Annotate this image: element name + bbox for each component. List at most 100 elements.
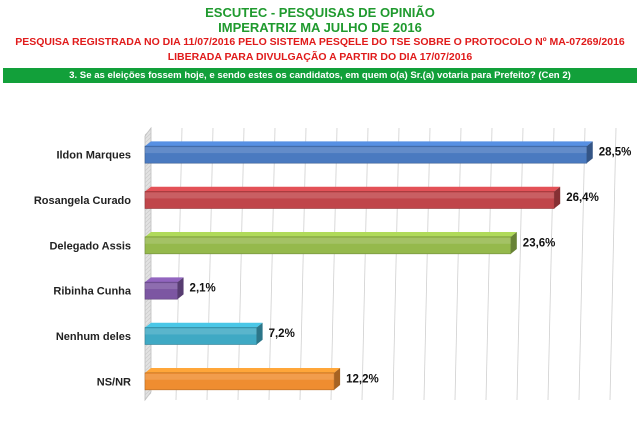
gridline: [268, 127, 276, 401]
bar-front-face: [144, 236, 512, 255]
category-label: Ildon Marques: [56, 150, 131, 162]
bar: [144, 277, 184, 300]
gridline: [299, 127, 307, 401]
category-label: NS/NR: [97, 376, 131, 388]
bar-end-face: [256, 322, 263, 345]
category-label: Ribinha Cunha: [53, 286, 131, 298]
chart-gridlines: [175, 127, 617, 401]
wall-hatch: [144, 272, 152, 280]
wall-hatch: [144, 300, 152, 308]
wall-hatch: [144, 316, 152, 324]
wall-hatch: [144, 172, 152, 180]
wall-hatch: [144, 268, 152, 276]
bar: [144, 232, 517, 255]
registration-note: PESQUISA REGISTRADA NO DIA 11/07/2016 PE…: [15, 36, 625, 48]
gridline: [609, 127, 617, 401]
bar: [144, 186, 561, 209]
gridline: [485, 127, 493, 401]
wall-hatch: [144, 136, 152, 144]
chart-category-labels: Ildon Marques Rosangela Curado Delegado As…: [34, 150, 132, 389]
value-label: 7,2%: [269, 328, 295, 340]
category-label: Nenhum deles: [56, 331, 131, 343]
wall-hatch: [144, 216, 152, 224]
bar-front-face: [144, 191, 555, 209]
wall-hatch: [144, 312, 152, 320]
wall-hatch: [144, 168, 152, 176]
bar-top-face: [145, 277, 184, 283]
bar-front-face: [144, 281, 178, 300]
bar-end-face: [586, 141, 593, 164]
wall-hatch: [144, 224, 152, 232]
value-label: 23,6%: [523, 237, 556, 249]
gridline: [423, 127, 431, 401]
value-label: 28,5%: [599, 147, 632, 159]
chart-value-labels: 28,5% 26,4% 23,6% 2,1% 7,2% 12,2%: [190, 147, 632, 386]
bar-top-face: [145, 322, 263, 328]
bar-end-face: [554, 186, 561, 209]
bar: [144, 322, 263, 345]
question-banner: 3. Se as eleições fossem hoje, e sendo e…: [3, 68, 637, 83]
bar-end-face: [510, 232, 517, 254]
bar-end-face: [177, 277, 184, 300]
wall-hatch: [144, 212, 152, 220]
bar-front-face: [144, 327, 257, 345]
gridline: [454, 127, 462, 401]
bar-top-face: [145, 232, 517, 237]
wall-hatch: [144, 352, 152, 360]
bar-top-face: [145, 141, 593, 147]
report-subtitle: IMPERATRIZ MA JULHO DE 2016: [218, 20, 422, 35]
gridline: [547, 127, 555, 401]
bar-highlight: [145, 192, 555, 199]
category-label: Delegado Assis: [49, 240, 131, 252]
bar-front-face: [144, 372, 335, 391]
wall-hatch: [144, 320, 152, 328]
wall-hatch: [144, 132, 152, 140]
gridline: [578, 127, 586, 401]
wall-hatch: [144, 180, 152, 188]
wall-hatch: [144, 360, 152, 368]
wall-hatch: [144, 220, 152, 228]
wall-hatch: [144, 260, 152, 268]
wall-hatch: [144, 344, 152, 352]
chart-floor: [144, 126, 152, 402]
wall-hatch: [144, 356, 152, 364]
release-note: LIBERADA PARA DIVULGAÇÃO A PARTIR DO DIA…: [167, 51, 473, 63]
bar-highlight: [145, 373, 335, 380]
gridline: [175, 127, 183, 401]
gridline: [516, 127, 524, 401]
bar-end-face: [334, 368, 341, 390]
wall-hatch: [144, 176, 152, 184]
wall-hatch: [144, 308, 152, 316]
wall-hatch: [144, 264, 152, 272]
bar-highlight: [145, 328, 257, 335]
gridline: [330, 127, 338, 401]
value-label: 26,4%: [566, 192, 599, 204]
bar-top-face: [145, 368, 341, 373]
wall-hatch: [144, 228, 152, 236]
category-label: Rosangela Curado: [34, 195, 131, 207]
value-label: 12,2%: [346, 373, 379, 385]
bar-highlight: [145, 237, 511, 244]
gridline: [392, 127, 400, 401]
wall-hatch: [144, 184, 152, 192]
wall-hatch: [144, 256, 152, 264]
bar-highlight: [145, 147, 587, 154]
wall-hatch: [144, 392, 152, 400]
wall-hatch: [144, 304, 152, 312]
bar-front-face: [144, 145, 588, 164]
wall-hatch: [144, 348, 152, 356]
value-label: 2,1%: [190, 283, 216, 295]
wall-hatch: [144, 208, 152, 216]
bar-highlight: [145, 283, 178, 290]
wall-hatch: [144, 164, 152, 172]
wall-hatch: [144, 364, 152, 372]
bar: [144, 141, 593, 164]
wall-hatch: [144, 128, 152, 136]
gridline: [361, 127, 369, 401]
report-title: ESCUTEC - PESQUISAS DE OPINIÃO: [205, 5, 435, 20]
bar: [144, 368, 341, 391]
bar-top-face: [145, 186, 561, 192]
gridline: [237, 127, 245, 401]
gridline: [206, 127, 214, 401]
